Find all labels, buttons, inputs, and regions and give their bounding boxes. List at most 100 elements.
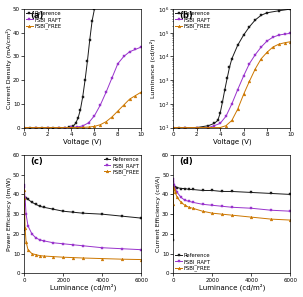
Reference	[171, 126, 175, 129]
FSBI_FREE	[224, 124, 228, 127]
FSBI_RAFT	[179, 196, 183, 199]
FSBI_FREE	[128, 97, 132, 101]
Reference	[90, 19, 94, 23]
Reference	[248, 25, 251, 29]
FSBI_RAFT	[171, 126, 175, 129]
Legend: Reference, FSBI_RAFT, FSBI_FREE: Reference, FSBI_RAFT, FSBI_FREE	[175, 11, 211, 30]
FSBI_FREE	[22, 197, 26, 200]
FSBI_FREE	[81, 256, 85, 260]
FSBI_FREE	[201, 209, 204, 213]
FSBI_RAFT	[42, 239, 45, 243]
FSBI_FREE	[104, 120, 108, 124]
Line: Reference: Reference	[23, 8, 96, 129]
Reference	[74, 121, 78, 125]
FSBI_FREE	[134, 94, 137, 97]
FSBI_FREE	[52, 255, 55, 258]
FSBI_RAFT	[81, 124, 85, 128]
Reference	[179, 187, 183, 190]
Reference	[289, 193, 292, 196]
Reference	[195, 126, 198, 129]
FSBI_RAFT	[265, 39, 269, 43]
FSBI_RAFT	[183, 199, 187, 202]
Reference	[139, 216, 143, 220]
Reference	[23, 197, 27, 200]
Reference	[58, 126, 61, 129]
FSBI_FREE	[211, 211, 214, 215]
FSBI_RAFT	[195, 126, 198, 129]
Text: (c): (c)	[30, 157, 43, 166]
FSBI_FREE	[250, 215, 253, 219]
FSBI_FREE	[283, 41, 286, 45]
FSBI_RAFT	[34, 236, 38, 240]
FSBI_FREE	[277, 42, 281, 46]
FSBI_FREE	[191, 206, 195, 210]
FSBI_FREE	[220, 212, 224, 216]
FSBI_FREE	[42, 254, 45, 258]
FSBI_RAFT	[81, 244, 85, 247]
FSBI_RAFT	[139, 45, 143, 49]
Reference	[212, 121, 216, 125]
FSBI_FREE	[242, 93, 245, 96]
FSBI_RAFT	[201, 203, 204, 206]
Reference	[175, 186, 179, 189]
FSBI_FREE	[98, 123, 102, 127]
FSBI_RAFT	[34, 126, 38, 129]
FSBI_RAFT	[175, 191, 179, 194]
FSBI_RAFT	[236, 88, 239, 91]
FSBI_FREE	[175, 196, 179, 199]
Reference	[173, 185, 177, 188]
Reference	[183, 126, 187, 129]
Reference	[30, 200, 34, 204]
FSBI_RAFT	[110, 76, 114, 80]
FSBI_RAFT	[183, 126, 187, 129]
FSBI_RAFT	[139, 248, 143, 252]
FSBI_RAFT	[172, 183, 176, 186]
FSBI_RAFT	[122, 55, 125, 58]
FSBI_RAFT	[26, 224, 30, 228]
FSBI_FREE	[183, 126, 187, 129]
FSBI_FREE	[289, 218, 292, 222]
Reference	[269, 192, 273, 195]
Reference	[100, 212, 104, 216]
Y-axis label: Current Density (mA/cm²): Current Density (mA/cm²)	[5, 28, 12, 109]
FSBI_RAFT	[224, 114, 228, 118]
Reference	[250, 191, 253, 194]
Reference	[24, 197, 28, 200]
FSBI_FREE	[93, 124, 96, 128]
FSBI_FREE	[248, 80, 251, 83]
Reference	[172, 185, 176, 188]
FSBI_FREE	[254, 67, 257, 71]
FSBI_FREE	[23, 226, 27, 230]
Reference	[71, 210, 75, 214]
FSBI_FREE	[269, 217, 273, 221]
FSBI_RAFT	[98, 103, 102, 107]
Line: FSBI_FREE: FSBI_FREE	[172, 185, 292, 222]
Line: Reference: Reference	[172, 185, 292, 241]
FSBI_RAFT	[211, 203, 214, 207]
Line: Reference: Reference	[172, 8, 292, 129]
FSBI_RAFT	[23, 197, 27, 200]
FSBI_RAFT	[277, 33, 281, 37]
Text: (b): (b)	[179, 12, 193, 20]
Reference	[207, 124, 210, 127]
FSBI_FREE	[46, 126, 49, 129]
FSBI_FREE	[81, 126, 85, 129]
X-axis label: Luminance (cd/m²): Luminance (cd/m²)	[199, 284, 265, 291]
Reference	[211, 189, 214, 192]
FSBI_FREE	[236, 107, 239, 111]
FSBI_RAFT	[212, 124, 216, 127]
FSBI_FREE	[87, 125, 90, 129]
Reference	[26, 198, 30, 201]
FSBI_RAFT	[38, 238, 42, 242]
Reference	[63, 126, 67, 129]
FSBI_RAFT	[259, 45, 263, 49]
FSBI_RAFT	[134, 48, 137, 51]
Line: FSBI_FREE: FSBI_FREE	[23, 189, 143, 261]
Reference	[46, 126, 49, 129]
FSBI_RAFT	[71, 243, 75, 247]
FSBI_RAFT	[230, 206, 234, 209]
FSBI_FREE	[139, 258, 143, 261]
FSBI_RAFT	[46, 126, 49, 129]
Line: FSBI_RAFT: FSBI_RAFT	[172, 32, 292, 129]
FSBI_FREE	[69, 126, 73, 129]
